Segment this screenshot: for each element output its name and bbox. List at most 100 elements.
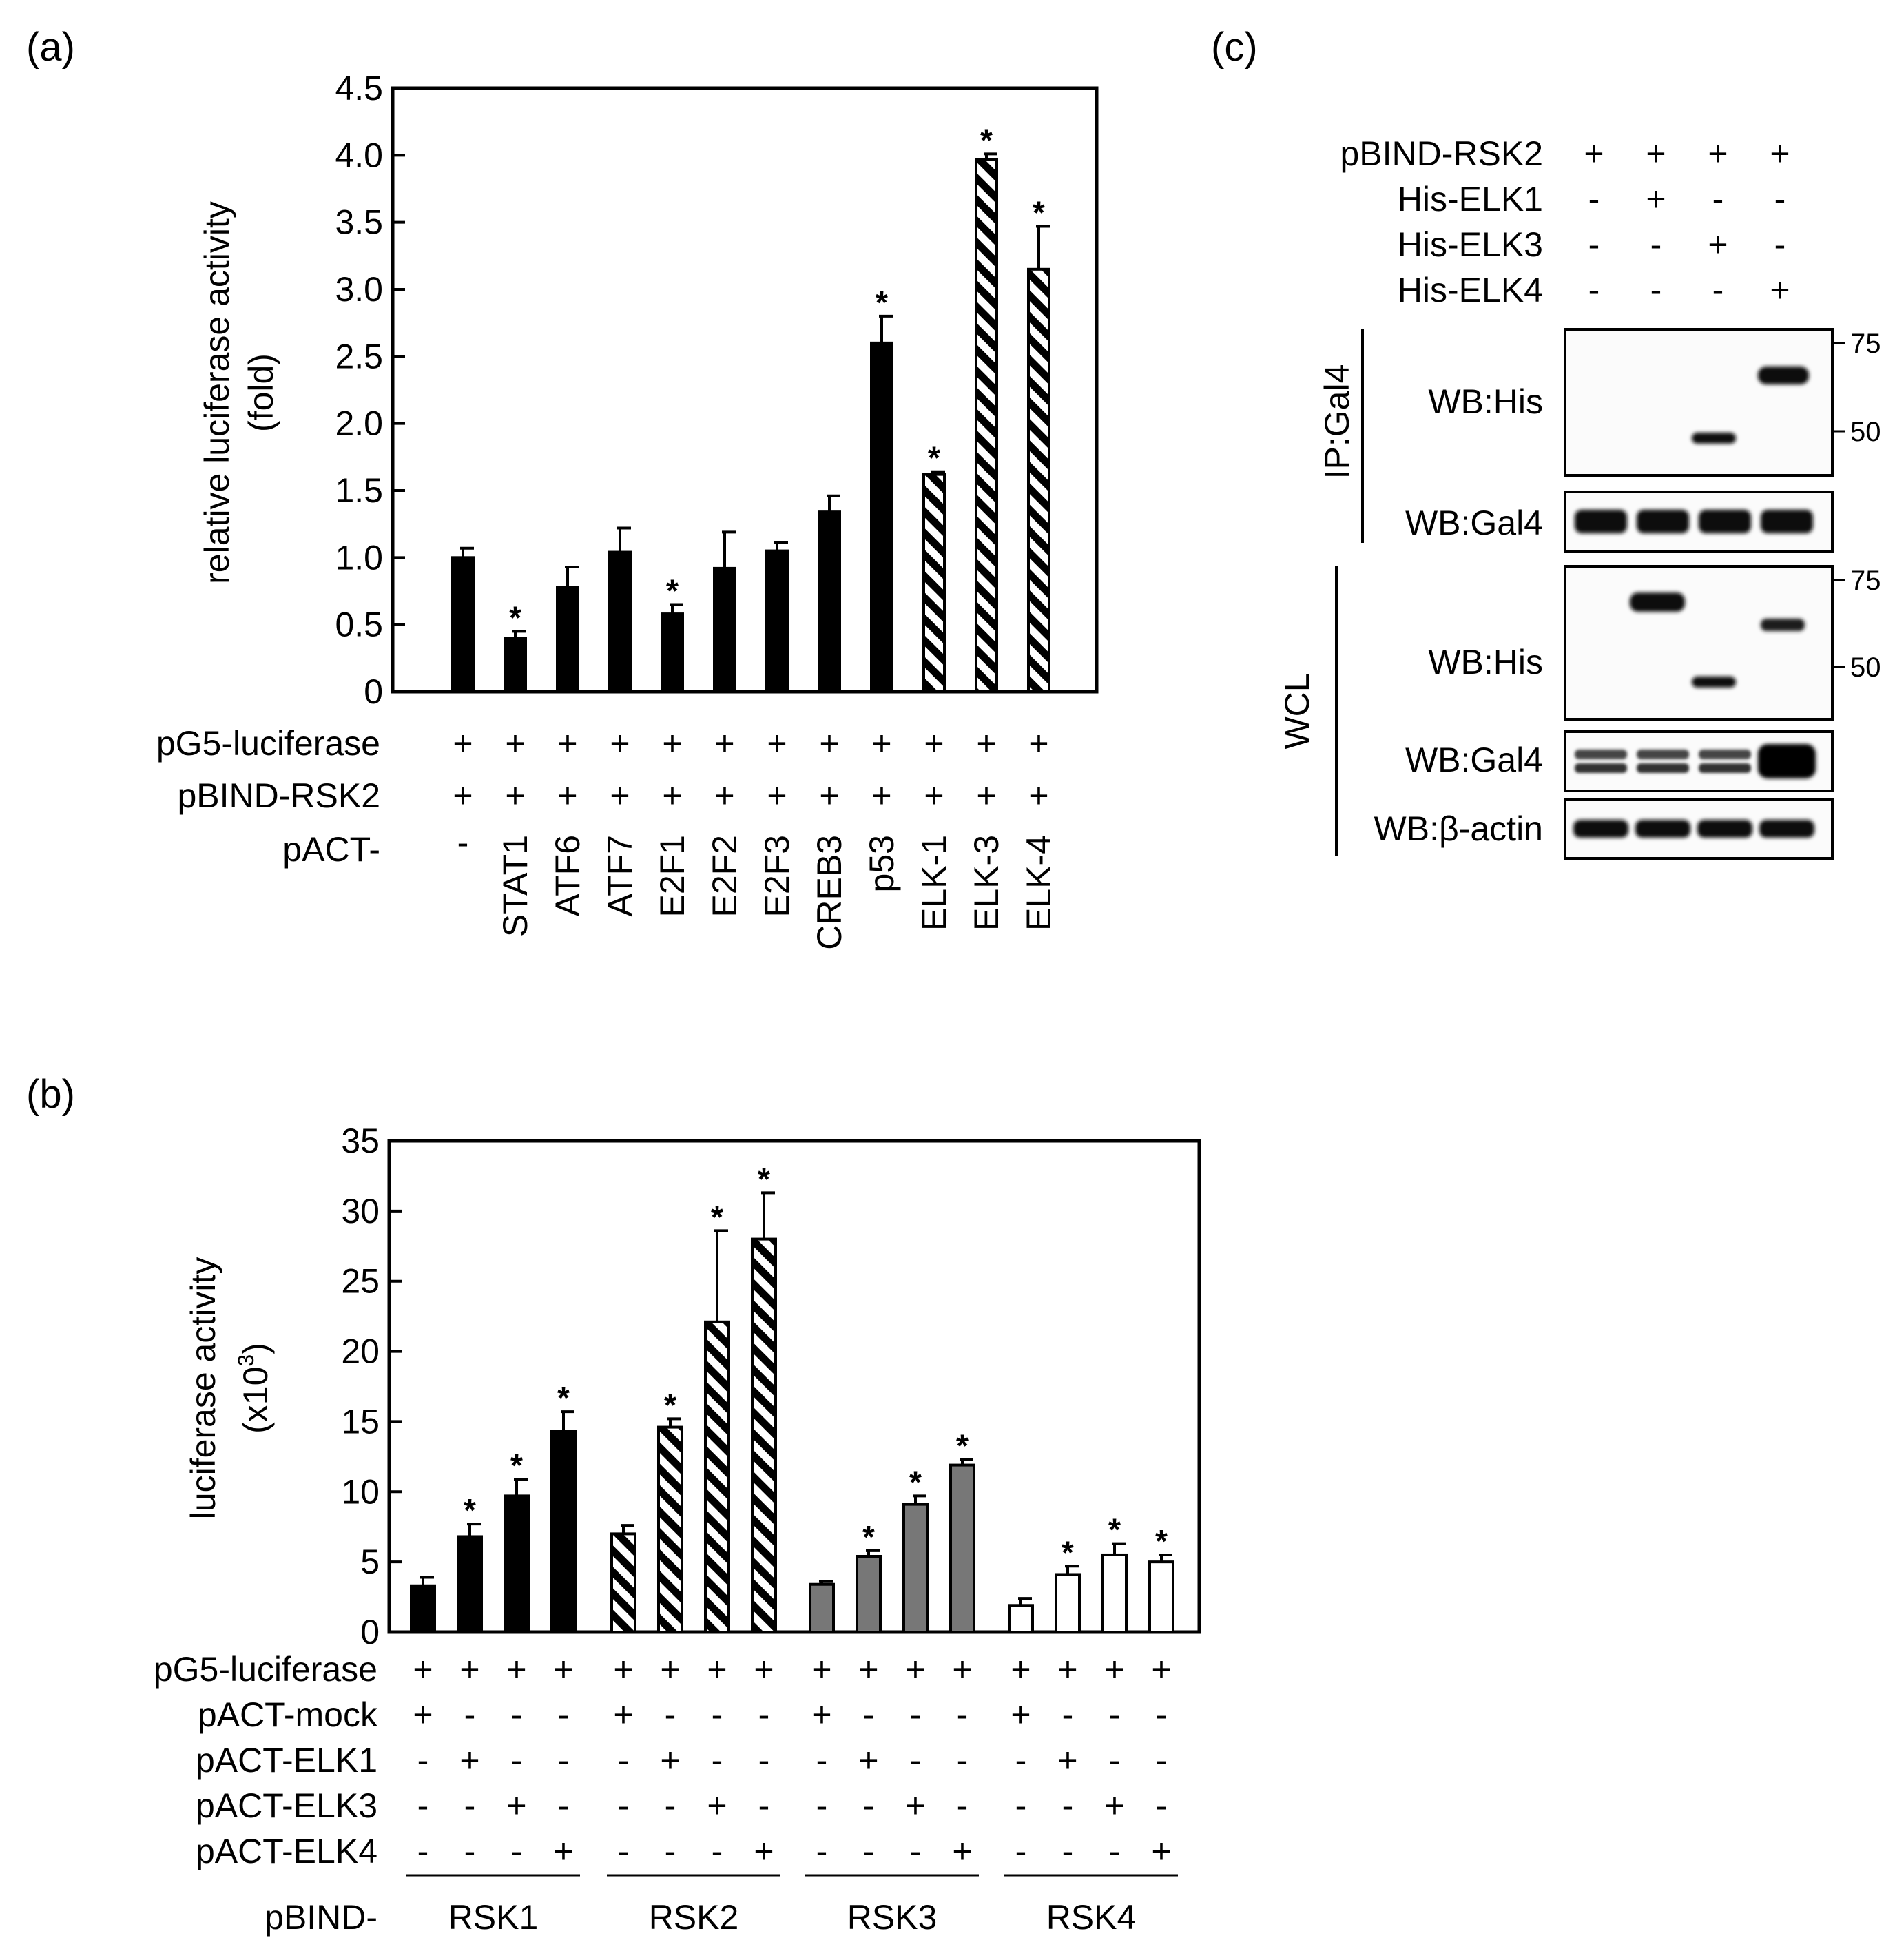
chart-a: (a) relative luciferase activity (fold) … [26, 25, 1099, 950]
a-row-sign: + [1028, 776, 1048, 815]
c-condition-sign: - [1650, 271, 1662, 309]
b-bar-11 [902, 1503, 929, 1634]
band-lane-3-lower [1699, 763, 1751, 773]
b-row-sign: + [660, 1650, 680, 1689]
a-condition-rows: ++-++STAT1++ATF6++ATF7++E2F1++E2F2++E2F3… [156, 724, 1058, 950]
b-ytick-label: 30 [341, 1192, 380, 1230]
b-group-row-label: pBIND- [265, 1898, 377, 1937]
band-lane-1 [1573, 820, 1628, 838]
b-bar-8 [751, 1237, 777, 1633]
b-significance-star: * [758, 1161, 770, 1197]
b-row-sign: + [1104, 1650, 1124, 1689]
b-row-sign: + [811, 1650, 831, 1689]
b-row-sign: - [910, 1832, 922, 1870]
b-row-sign: + [858, 1650, 878, 1689]
b-row-sign: + [754, 1832, 774, 1870]
b-group-label: RSK3 [847, 1898, 938, 1937]
b-significance-star: * [1108, 1512, 1121, 1548]
a-bar-5 [661, 612, 684, 693]
b-row-sign: - [758, 1786, 770, 1825]
band-lane-4 [1761, 510, 1813, 533]
b-row-sign: - [1015, 1832, 1027, 1870]
b-row-sign: + [553, 1650, 573, 1689]
b-ytick-label: 15 [341, 1402, 380, 1441]
blot-label: WB:His [1428, 643, 1543, 681]
a-row-sign: + [924, 724, 944, 763]
b-row-sign: - [910, 1741, 922, 1780]
b-row-sign: - [511, 1695, 523, 1734]
a-ylabel-line-2: (fold) [242, 353, 280, 432]
a-category-label: STAT1 [496, 835, 535, 937]
b-row-sign: - [1015, 1786, 1027, 1825]
band-lane-2-upper [1637, 750, 1689, 759]
b-significance-star: * [1155, 1523, 1168, 1559]
b-row-sign: + [707, 1650, 727, 1689]
c-condition-sign: - [1712, 180, 1724, 218]
a-row-sign: + [819, 776, 839, 815]
b-significance-star: * [711, 1199, 723, 1235]
b-ytick-label: 5 [360, 1543, 380, 1581]
marker-50: 50 [1850, 417, 1881, 447]
a-category-label: ATF6 [548, 835, 587, 917]
a-bar-3 [556, 586, 579, 693]
b-row-sign: + [1057, 1650, 1077, 1689]
marker-75: 75 [1850, 566, 1881, 596]
blot-wcl-gal4: WB:Gal4 [1405, 730, 1834, 792]
band-elk3 [1692, 677, 1736, 688]
panel-label-b: (b) [26, 1072, 75, 1117]
b-row-sign: + [506, 1786, 526, 1825]
b-ytick-label: 10 [341, 1472, 380, 1511]
a-ytick-label: 3.5 [335, 203, 383, 242]
blot-label: WB:Gal4 [1405, 741, 1543, 779]
b-row-sign: + [1011, 1695, 1031, 1734]
b-row-sign: + [1057, 1741, 1077, 1780]
b-row-sign: + [811, 1695, 831, 1734]
b-row-sign: + [707, 1786, 727, 1825]
band-lane-1-lower [1575, 763, 1627, 773]
a-ylabel-line-1: relative luciferase activity [198, 201, 236, 584]
band-lane-1 [1575, 510, 1627, 533]
c-condition-sign: - [1774, 180, 1786, 218]
c-condition-sign: + [1770, 134, 1790, 173]
b-group-label: RSK2 [649, 1898, 739, 1937]
c-condition-label: His-ELK1 [1398, 180, 1543, 218]
b-row-sign: - [1156, 1786, 1168, 1825]
b-significance-star: * [464, 1492, 476, 1528]
band-elk4 [1761, 619, 1805, 631]
b-row-sign: - [712, 1832, 723, 1870]
b-significance-star: * [1062, 1534, 1074, 1570]
b-plot-frame [387, 1139, 1201, 1634]
a-category-label: - [457, 823, 469, 862]
a-row-sign: + [976, 776, 996, 815]
b-row-sign: - [957, 1695, 969, 1734]
b-bar-4 [550, 1430, 577, 1633]
b-condition-rows: ++---+-+--+--+-+---+++---+-+--+--+-+---+… [154, 1650, 1178, 1937]
a-ytick-label: 1.5 [335, 471, 383, 510]
a-row-sign: + [871, 724, 891, 763]
b-row-sign: - [558, 1741, 570, 1780]
b-row-sign: - [816, 1786, 828, 1825]
b-ylabel-line-2: (x103) [234, 1343, 275, 1434]
b-row-sign: + [754, 1650, 774, 1689]
blot-frame [1564, 328, 1834, 477]
b-row-sign: - [863, 1695, 875, 1734]
b-row-sign: - [1062, 1695, 1074, 1734]
b-row-sign: + [1104, 1786, 1124, 1825]
a-row-sign: + [610, 776, 630, 815]
a-row-sign: + [714, 776, 734, 815]
a-bar-1 [451, 556, 475, 693]
b-row-sign: + [413, 1695, 433, 1734]
b-row-sign: - [1062, 1832, 1074, 1870]
b-row-sign: - [712, 1695, 723, 1734]
a-category-label: E2F1 [653, 835, 692, 918]
b-bar-2 [457, 1535, 483, 1634]
a-row-sign: + [505, 724, 525, 763]
b-row-sign: - [665, 1695, 676, 1734]
a-significance-star: * [509, 599, 521, 635]
a-plot-frame [391, 86, 1099, 694]
a-bar-4 [608, 550, 632, 694]
blot-wcl-his: WB:His 75 50 [1428, 565, 1881, 721]
band-lane-3 [1699, 510, 1751, 533]
b-row-sign: - [816, 1832, 828, 1870]
a-category-label: E2F2 [705, 835, 744, 918]
